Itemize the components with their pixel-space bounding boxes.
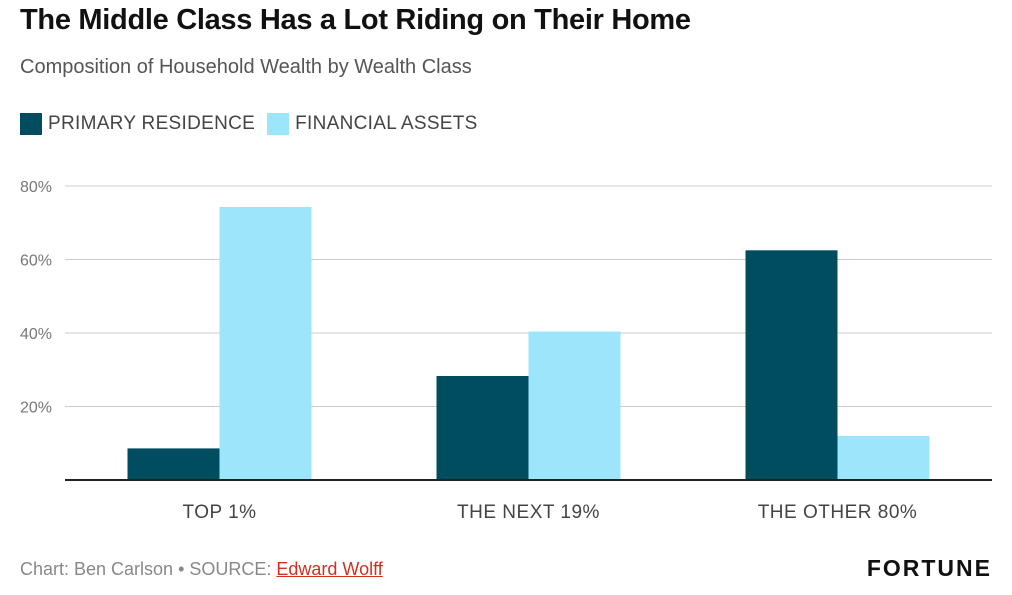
- y-tick-label: 40%: [20, 326, 52, 343]
- y-tick-label: 80%: [20, 179, 52, 196]
- legend-item-financial-assets: FINANCIAL ASSETS: [267, 113, 478, 135]
- legend: PRIMARY RESIDENCE FINANCIAL ASSETS: [20, 113, 490, 135]
- bar: [436, 375, 529, 480]
- bar: [219, 206, 312, 480]
- y-tick-label: 20%: [20, 400, 52, 417]
- chart-subtitle: Composition of Household Wealth by Wealt…: [20, 56, 472, 78]
- legend-label-financial-assets: FINANCIAL ASSETS: [295, 113, 478, 134]
- x-tick-label: THE OTHER 80%: [758, 502, 918, 523]
- chart-footer: Chart: Ben Carlson • SOURCE: Edward Wolf…: [20, 559, 383, 580]
- x-tick-label: THE NEXT 19%: [457, 502, 600, 523]
- chart-credit: Chart: Ben Carlson • SOURCE:: [20, 559, 277, 579]
- legend-swatch-primary-residence: [20, 113, 42, 135]
- y-tick-label: 60%: [20, 253, 52, 270]
- x-tick-label: TOP 1%: [182, 502, 256, 523]
- legend-swatch-financial-assets: [267, 113, 290, 135]
- chart-title: The Middle Class Has a Lot Riding on The…: [20, 4, 691, 36]
- bar: [837, 435, 930, 480]
- legend-label-primary-residence: PRIMARY RESIDENCE: [48, 113, 256, 134]
- bar: [745, 250, 838, 480]
- bar: [528, 331, 621, 480]
- legend-item-primary-residence: PRIMARY RESIDENCE: [20, 113, 255, 135]
- source-link[interactable]: Edward Wolff: [276, 559, 383, 579]
- fortune-logo: FORTUNE: [866, 555, 992, 581]
- bar: [127, 448, 220, 480]
